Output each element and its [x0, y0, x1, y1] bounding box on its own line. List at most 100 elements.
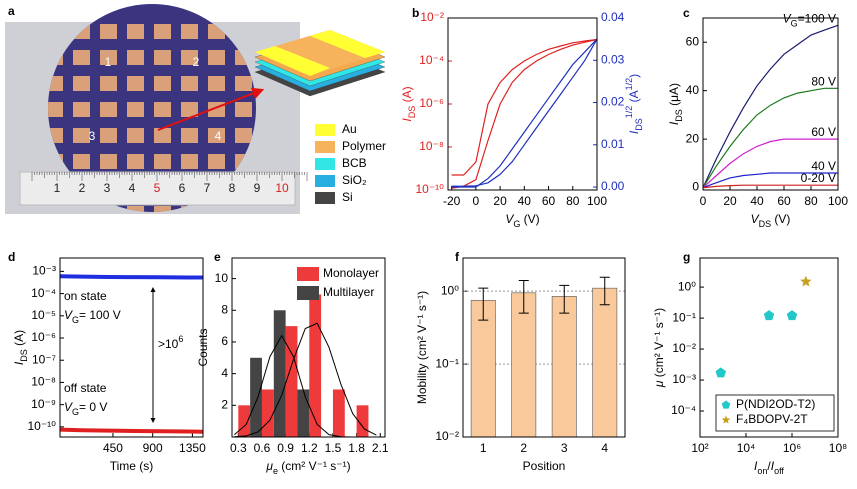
x-tick-label: 450	[103, 441, 123, 455]
label-part: 0-20 V	[801, 171, 836, 185]
annotation: on state	[64, 289, 107, 303]
y-axis-label: Mobility (cm² V⁻¹ s⁻¹)	[415, 291, 429, 404]
ruler-number: 3	[104, 181, 111, 195]
annotation: VG= 0 V	[64, 400, 107, 417]
y-tick-label: 0	[692, 180, 699, 194]
label-part: I	[771, 459, 775, 473]
label-part: (μA)	[667, 83, 681, 109]
y-tick-label: 10⁻⁸	[31, 375, 56, 389]
x-tick-label: 1.2	[301, 441, 318, 455]
label-part: e	[273, 466, 278, 476]
device-pad	[154, 128, 171, 143]
y-tick-label: 10⁻⁹	[31, 397, 56, 411]
panel-label: g	[683, 250, 690, 264]
device-pad	[154, 24, 171, 39]
label-part: 1/2	[624, 78, 634, 91]
y2-tick-label: 0.01	[601, 137, 625, 151]
legend-label: Polymer	[342, 139, 386, 153]
device-pad	[235, 102, 252, 117]
y-tick-label: 10⁻⁴	[671, 403, 696, 417]
y-tick-label: 10	[215, 271, 229, 285]
device-pad	[127, 206, 144, 212]
label-part: (V)	[771, 212, 790, 226]
x-tick-label: 100	[828, 194, 848, 208]
label-part: DS	[634, 118, 644, 131]
device-pad	[73, 102, 90, 117]
label-part: G	[72, 315, 79, 325]
ruler-number: 6	[179, 181, 186, 195]
data-line	[702, 172, 838, 189]
scatter-point	[715, 367, 726, 378]
label-part: /	[767, 459, 771, 473]
device-pad	[127, 128, 144, 143]
ruler-number: 9	[254, 181, 261, 195]
histogram-bar	[238, 405, 251, 437]
label-part: I	[627, 130, 641, 134]
label-part: )	[627, 74, 641, 78]
plot-frame	[59, 257, 204, 438]
y-tick-label: 10⁻¹⁰	[416, 182, 445, 196]
y-tick-label: 10⁻⁴	[419, 53, 444, 67]
y-tick-label: 4	[221, 366, 228, 380]
label-part: off	[774, 466, 784, 476]
bar	[511, 292, 537, 438]
plot-frame	[447, 17, 598, 191]
label-part: off state	[64, 381, 107, 395]
bar	[551, 296, 577, 438]
label-part: (A	[627, 90, 641, 105]
legend-marker	[721, 400, 731, 409]
x-tick-label: 0	[700, 194, 707, 208]
x-tick-label: 3	[561, 441, 568, 455]
x-tick-label: 60	[777, 194, 791, 208]
data-line	[702, 184, 838, 189]
histogram-bar	[285, 326, 298, 437]
device-pad	[181, 76, 198, 91]
y-tick-label: 10⁻⁵	[31, 308, 56, 322]
error-bar	[559, 284, 570, 314]
y-tick-label: 10⁻⁶	[31, 330, 56, 344]
bar	[592, 287, 618, 438]
device-pad	[100, 24, 117, 39]
device-pad	[127, 50, 144, 65]
plot-frame	[231, 257, 386, 438]
legend-label: P(NDI2OD-T2)	[736, 397, 815, 411]
data-line	[451, 38, 598, 189]
data-line	[59, 427, 204, 434]
label-part: I	[667, 121, 681, 125]
device-pad	[100, 76, 117, 91]
label-part: DS	[407, 106, 417, 119]
histogram-bar	[273, 310, 286, 437]
ruler-number: 7	[204, 181, 211, 195]
x-tick-label: 80	[566, 194, 580, 208]
legend-swatch	[315, 124, 335, 136]
series-label: 0-20 V	[801, 171, 836, 185]
y-tick-label: 10⁻¹	[672, 310, 696, 324]
device-pad	[181, 154, 198, 169]
device-pad	[100, 128, 117, 143]
label-part: (A)	[400, 86, 414, 105]
device-number: 3	[89, 129, 96, 143]
label-part: G	[72, 407, 79, 417]
y-tick-label: 10⁻⁶	[419, 96, 444, 110]
label-part: 1/2	[624, 106, 634, 119]
legend-swatch	[297, 267, 319, 281]
legend-marker	[721, 415, 731, 424]
scatter-point	[763, 310, 775, 321]
y2-tick-label: 0.04	[601, 10, 625, 24]
label-part: I	[754, 459, 758, 473]
y2-tick-label: 0.02	[601, 95, 625, 109]
label-part: V	[783, 11, 792, 25]
y-axis-label: IDS (A)	[12, 330, 29, 365]
x-axis-label: VG (V)	[505, 212, 539, 229]
series-label: 40 V	[811, 159, 836, 173]
device-pad	[154, 50, 171, 65]
x-tick-label: 0.9	[277, 441, 294, 455]
device-pad	[73, 76, 90, 91]
scatter-point	[786, 310, 798, 321]
panel-label: b	[412, 6, 419, 20]
device-pad	[127, 76, 144, 91]
fit-curve	[234, 322, 377, 438]
label-part: = 100 V	[79, 308, 121, 322]
y-axis-label: IDS (μA)	[667, 83, 684, 125]
